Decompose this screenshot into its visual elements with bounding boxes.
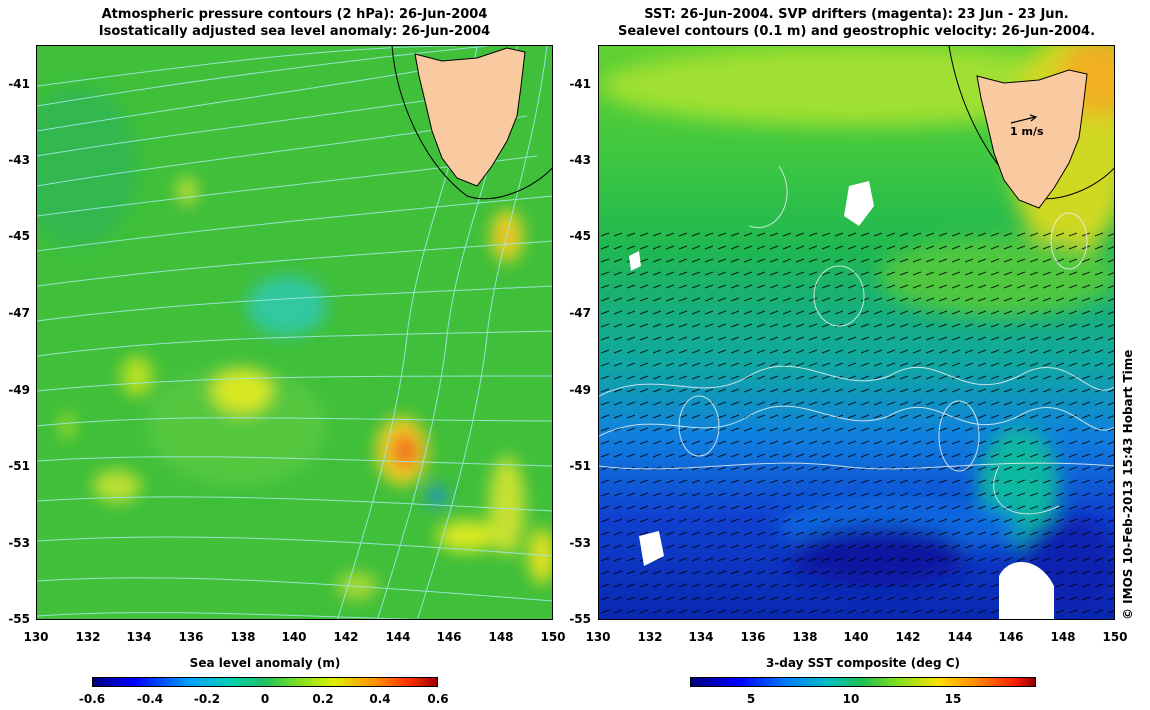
sla-colorbar-tick: 0 bbox=[260, 692, 270, 706]
y-tick-left: -45 bbox=[8, 229, 30, 243]
y-tick-right: -55 bbox=[569, 612, 591, 626]
sst-map bbox=[598, 45, 1115, 620]
y-tick-right: -49 bbox=[569, 383, 591, 397]
sst-colorbar-tick: 10 bbox=[842, 692, 860, 706]
x-tick-right: 130 bbox=[585, 630, 611, 644]
x-tick-left: 146 bbox=[436, 630, 462, 644]
right-title-line1: SST: 26-Jun-2004. SVP drifters (magenta)… bbox=[644, 7, 1069, 22]
sla-map-svg bbox=[37, 46, 552, 619]
bathymetry-contour bbox=[391, 46, 552, 200]
x-tick-left: 150 bbox=[540, 630, 566, 644]
y-tick-left: -41 bbox=[8, 77, 30, 91]
sla-colorbar-tick: -0.2 bbox=[193, 692, 221, 706]
y-tick-right: -41 bbox=[569, 77, 591, 91]
sla-colorbar-title: Sea level anomaly (m) bbox=[189, 656, 341, 670]
x-tick-right: 146 bbox=[998, 630, 1024, 644]
imos-credit: © IMOS 10-Feb-2013 15:43 Hobart Time bbox=[1121, 349, 1135, 620]
x-tick-right: 136 bbox=[740, 630, 766, 644]
tasmania-land bbox=[414, 47, 526, 187]
geostrophic-velocity-arrows bbox=[599, 226, 1114, 619]
y-tick-left: -53 bbox=[8, 536, 30, 550]
left-title-line2: Isostatically adjusted sea level anomaly… bbox=[98, 24, 491, 39]
x-tick-right: 148 bbox=[1050, 630, 1076, 644]
x-tick-left: 134 bbox=[126, 630, 152, 644]
velocity-scale-arrow bbox=[1010, 116, 1036, 124]
y-tick-left: -47 bbox=[8, 306, 30, 320]
sst-colorbar-tick: 15 bbox=[944, 692, 962, 706]
x-tick-left: 132 bbox=[75, 630, 101, 644]
sla-colorbar bbox=[92, 677, 438, 687]
x-tick-left: 140 bbox=[281, 630, 307, 644]
velocity-scale-label: 1 m/s bbox=[1010, 125, 1044, 138]
sla-colorbar-tick: -0.4 bbox=[136, 692, 164, 706]
sla-colorbar-tick: -0.6 bbox=[78, 692, 106, 706]
y-tick-left: -51 bbox=[8, 459, 30, 473]
x-tick-right: 140 bbox=[843, 630, 869, 644]
x-tick-left: 142 bbox=[333, 630, 359, 644]
y-tick-right: -51 bbox=[569, 459, 591, 473]
right-map-title: SST: 26-Jun-2004. SVP drifters (magenta)… bbox=[598, 6, 1115, 40]
y-tick-right: -53 bbox=[569, 536, 591, 550]
sst-colorbar-title: 3-day SST composite (deg C) bbox=[765, 656, 961, 670]
x-tick-right: 150 bbox=[1102, 630, 1128, 644]
right-title-line2: Sealevel contours (0.1 m) and geostrophi… bbox=[617, 24, 1096, 39]
x-tick-right: 142 bbox=[895, 630, 921, 644]
y-tick-left: -49 bbox=[8, 383, 30, 397]
y-tick-left: -55 bbox=[8, 612, 30, 626]
x-tick-left: 138 bbox=[230, 630, 256, 644]
x-tick-left: 148 bbox=[488, 630, 514, 644]
sea-level-anomaly-map bbox=[36, 45, 553, 620]
x-tick-right: 138 bbox=[792, 630, 818, 644]
x-tick-right: 132 bbox=[637, 630, 663, 644]
left-title-line1: Atmospheric pressure contours (2 hPa): 2… bbox=[101, 7, 488, 22]
x-tick-left: 144 bbox=[385, 630, 411, 644]
sst-colorbar bbox=[690, 677, 1036, 687]
y-tick-right: -43 bbox=[569, 153, 591, 167]
sst-map-svg bbox=[599, 46, 1114, 619]
sla-colorbar-tick: 0.6 bbox=[427, 692, 449, 706]
sst-colorbar-tick: 5 bbox=[746, 692, 756, 706]
sealevel-contours bbox=[599, 165, 1114, 515]
y-tick-right: -45 bbox=[569, 229, 591, 243]
velocity-scale-arrowhead bbox=[1029, 114, 1038, 122]
y-tick-left: -43 bbox=[8, 153, 30, 167]
y-tick-right: -47 bbox=[569, 306, 591, 320]
tasmania-land-right bbox=[976, 69, 1088, 209]
sla-colorbar-tick: 0.4 bbox=[369, 692, 391, 706]
x-tick-left: 130 bbox=[23, 630, 49, 644]
x-tick-right: 144 bbox=[947, 630, 973, 644]
pressure-contours bbox=[37, 46, 552, 619]
x-tick-left: 136 bbox=[178, 630, 204, 644]
left-map-title: Atmospheric pressure contours (2 hPa): 2… bbox=[36, 6, 553, 40]
sla-colorbar-tick: 0.2 bbox=[312, 692, 334, 706]
x-tick-right: 134 bbox=[688, 630, 714, 644]
cloud-gaps bbox=[629, 181, 1054, 619]
